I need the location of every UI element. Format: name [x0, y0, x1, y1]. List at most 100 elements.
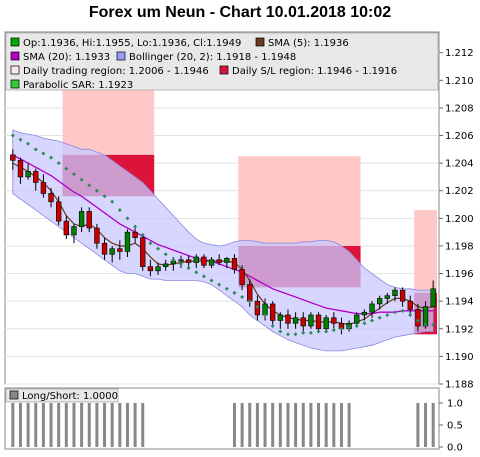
- longshort-bar: [232, 403, 236, 447]
- sar-dot: [79, 177, 84, 182]
- candle: [392, 287, 398, 302]
- legend-item-sma20: SMA (20): 1.1933: [10, 51, 110, 63]
- candle-body: [101, 242, 108, 255]
- sar-dot: [240, 295, 245, 300]
- longshort-bar: [87, 403, 91, 447]
- candle: [25, 163, 31, 180]
- candle: [361, 309, 368, 321]
- candle: [48, 187, 54, 208]
- candle: [193, 254, 199, 269]
- sar-dot: [71, 172, 76, 177]
- candle: [415, 303, 421, 332]
- legend-label-bollinger: Bollinger (20, 2): 1.1918 - 1.1948: [129, 52, 296, 63]
- candle: [71, 223, 77, 244]
- candle-body: [86, 211, 92, 229]
- candle-body: [33, 171, 39, 183]
- sar-dot: [339, 326, 344, 331]
- candle-body: [384, 295, 390, 299]
- candle-body: [399, 289, 406, 302]
- legend-item-sar: Parabolic SAR: 1.1923: [10, 79, 133, 91]
- sar-dot: [255, 304, 260, 309]
- candle-body: [78, 211, 85, 227]
- y-tick-label: 1.212: [445, 48, 474, 59]
- longshort-bar: [110, 403, 114, 447]
- longshort-bar: [263, 403, 267, 447]
- longshort-bar: [324, 403, 328, 447]
- longshort-bar: [26, 403, 30, 447]
- longshort-bar: [248, 403, 252, 447]
- candle: [407, 295, 413, 315]
- longshort-bar: [347, 403, 351, 447]
- sar-dot: [133, 224, 138, 229]
- sar-dot: [64, 166, 69, 171]
- legend-swatch-sar: [10, 79, 20, 89]
- legend-item-sl-region: Daily S/L region: 1.1946 - 1.1916: [219, 65, 397, 77]
- y-tick-label: 1.202: [445, 186, 474, 197]
- sar-dot: [171, 257, 176, 262]
- candle-body: [56, 201, 62, 222]
- candle-body: [300, 317, 306, 327]
- candle-body: [163, 263, 169, 267]
- longshort-bar: [80, 403, 84, 447]
- longshort-bar: [278, 403, 282, 447]
- candle-body: [377, 298, 383, 305]
- candle: [17, 157, 24, 184]
- sar-dot: [209, 278, 214, 283]
- bollinger-band: [12, 129, 434, 352]
- y-tick-label: 1.192: [445, 324, 474, 335]
- longshort-bar: [431, 403, 435, 447]
- longshort-bars-layer: [11, 403, 435, 447]
- candle: [285, 309, 291, 329]
- candle-body: [25, 171, 31, 178]
- candle-body: [216, 259, 222, 263]
- candle: [94, 223, 100, 249]
- y-tick-label: 1.210: [445, 76, 474, 87]
- sar-dot: [392, 310, 397, 315]
- candle-body: [94, 227, 100, 244]
- legend-label-sma5: SMA (5): 1.1936: [268, 38, 349, 49]
- sar-dot: [10, 133, 15, 138]
- candle-body: [231, 258, 238, 270]
- candle: [224, 257, 230, 269]
- y-tick-label: 1.194: [445, 297, 474, 308]
- longshort-tick-label: 0.5: [447, 421, 463, 432]
- legend-label-trading-region: Daily trading region: 1.2006 - 1.1946: [23, 66, 209, 77]
- candle: [384, 292, 390, 304]
- candle-body: [140, 237, 146, 267]
- candle: [185, 255, 192, 267]
- candle: [430, 280, 436, 307]
- sar-dot: [186, 266, 191, 271]
- longshort-legend-box: [5, 388, 119, 403]
- candle-body: [201, 256, 207, 266]
- candle: [147, 259, 154, 277]
- sar-dot: [362, 321, 367, 326]
- candle-body: [407, 300, 413, 310]
- candle: [323, 314, 329, 332]
- longshort-bar: [18, 403, 22, 447]
- candle: [56, 196, 62, 226]
- candle-body: [109, 248, 115, 255]
- candle: [231, 254, 238, 274]
- legend-box: [5, 32, 439, 91]
- longshort-bar: [141, 403, 145, 447]
- candle-body: [285, 314, 291, 324]
- candle-body: [132, 231, 138, 238]
- candle-body: [117, 248, 123, 252]
- sar-dot: [41, 151, 46, 156]
- y-tick-label: 1.196: [445, 269, 474, 280]
- candle-body: [17, 160, 24, 178]
- candle-body: [308, 314, 314, 327]
- sar-dot: [408, 312, 413, 317]
- legend-swatch-bollinger: [116, 51, 126, 61]
- candle-body: [392, 289, 398, 296]
- sar-dot: [385, 312, 390, 317]
- candle: [78, 207, 85, 233]
- legend-label-ohlc: Op:1.1936, Hi:1.1955, Lo:1.1936, Cl:1.19…: [23, 38, 241, 49]
- longshort-bar: [309, 403, 313, 447]
- candle: [201, 254, 207, 269]
- candle: [86, 207, 92, 233]
- longshort-y-axis: 0.0 0.5 1.0: [439, 399, 463, 454]
- longshort-bar: [271, 403, 275, 447]
- longshort-bar: [317, 403, 321, 447]
